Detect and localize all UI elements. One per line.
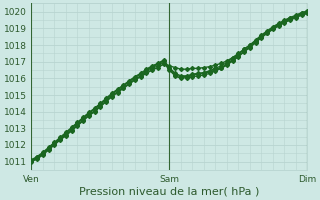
X-axis label: Pression niveau de la mer( hPa ): Pression niveau de la mer( hPa ): [79, 187, 260, 197]
